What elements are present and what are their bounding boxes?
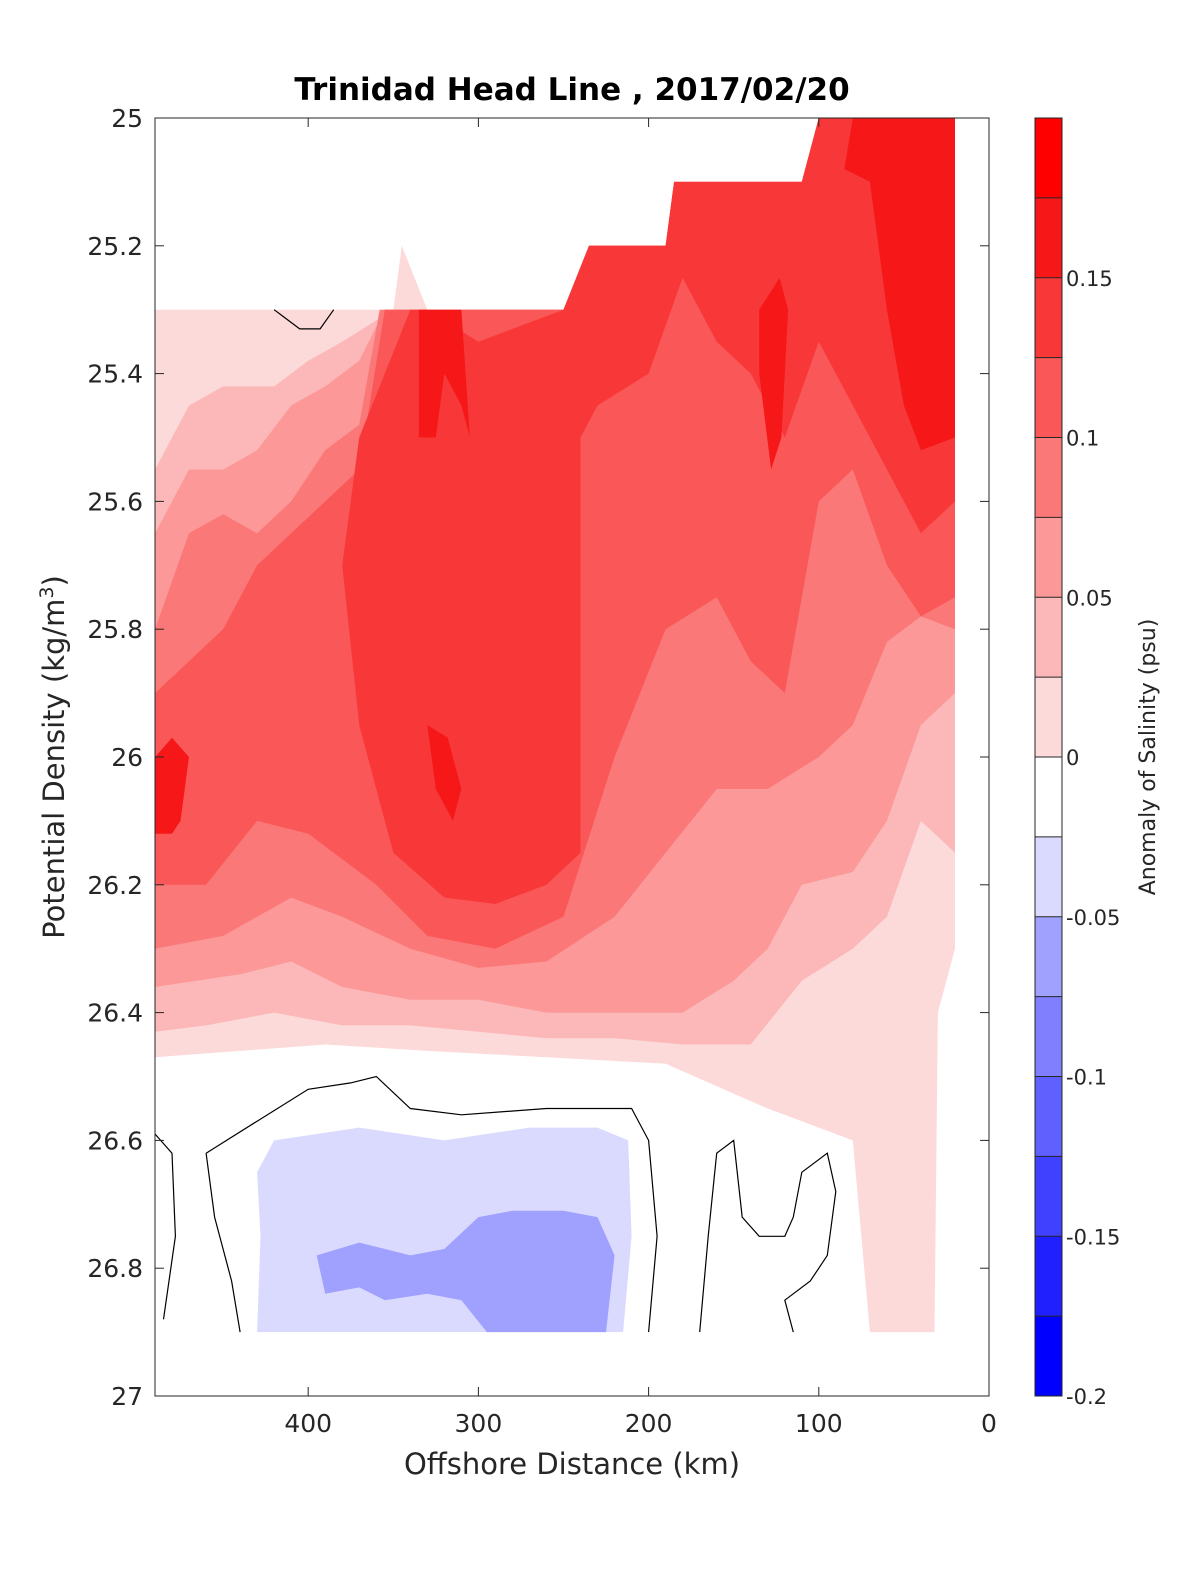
colorbar-label: Anomaly of Salinity (psu) <box>1136 619 1161 896</box>
colorbar-swatch <box>1035 597 1062 678</box>
colorbar-frame <box>1034 117 1063 1397</box>
colorbar-tick-label: 0.1 <box>1066 427 1099 451</box>
zero-contour-0 <box>273 309 335 330</box>
contour-region-5 <box>342 118 955 904</box>
y-tick-label: 25.2 <box>87 232 143 261</box>
plot-area <box>155 118 989 1396</box>
contour-regions <box>155 118 955 1333</box>
x-tick-label: 100 <box>795 1409 843 1438</box>
colorbar-tick-label: -0.1 <box>1066 1066 1107 1090</box>
colorbar-tick-label: -0.05 <box>1066 906 1120 930</box>
y-tick-label: 25.8 <box>87 615 143 644</box>
contour-region-9 <box>427 725 462 821</box>
contour-region-7 <box>844 118 955 451</box>
colorbar-swatch <box>1035 757 1062 837</box>
x-tick-label: 0 <box>981 1409 997 1438</box>
x-axis: 400 300 200 100 0 <box>284 118 997 1438</box>
y-tick-label: 26 <box>111 743 143 772</box>
colorbar-swatch <box>1035 996 1062 1077</box>
y-axis-label-main: Potential Density (kg/m <box>37 599 71 939</box>
contour-region-6 <box>418 309 470 438</box>
colorbar-tick-label: 0.05 <box>1066 586 1113 610</box>
y-tick-label: 26.4 <box>87 999 143 1028</box>
colorbar-swatch <box>1035 677 1062 757</box>
contour-region-8 <box>155 737 189 834</box>
colorbar-swatch <box>1035 1156 1062 1237</box>
chart-title: Trinidad Head Line , 2017/02/20 <box>294 72 849 108</box>
x-tick-label: 200 <box>625 1409 673 1438</box>
colorbar-swatch <box>1035 357 1062 438</box>
colorbar-swatch <box>1035 517 1062 598</box>
zero-contour-4 <box>699 1139 837 1333</box>
colorbar-swatch <box>1035 277 1062 358</box>
colorbar-swatch <box>1035 916 1062 997</box>
x-tick-label: 400 <box>284 1409 332 1438</box>
y-tick-label: 25.4 <box>87 360 143 389</box>
colorbar-swatch <box>1035 1316 1062 1396</box>
contour-region-12 <box>316 1210 615 1333</box>
colorbar-swatch <box>1035 118 1062 198</box>
y-axis: 25 25.2 25.4 25.6 25.8 26 26.2 26.4 26.6 26.8 27 <box>87 104 989 1411</box>
y-axis-label-close: ) <box>37 575 71 586</box>
y-tick-label: 26.6 <box>87 1126 143 1155</box>
colorbar-tick-label: 0 <box>1066 746 1079 770</box>
colorbar-tick-label: -0.2 <box>1066 1385 1107 1409</box>
colorbar-swatches <box>1035 118 1062 1396</box>
x-tick-label: 300 <box>455 1409 503 1438</box>
colorbar-swatch <box>1035 1076 1062 1157</box>
zero-contour-2 <box>205 1153 241 1333</box>
y-axis-label: Potential Density (kg/m3) <box>36 575 71 939</box>
colorbar-swatch <box>1035 197 1062 278</box>
colorbar-swatch <box>1035 437 1062 518</box>
y-tick-label: 26.8 <box>87 1254 143 1283</box>
contour-region-10 <box>759 277 789 470</box>
colorbar-tick-label: 0.15 <box>1066 267 1113 291</box>
y-tick-label: 26.2 <box>87 871 143 900</box>
zero-contour-1 <box>155 1133 177 1320</box>
zero-contour-3 <box>205 1075 658 1333</box>
colorbar-swatch <box>1035 836 1062 917</box>
y-tick-label: 25 <box>111 104 143 133</box>
colorbar-swatch <box>1035 1236 1062 1317</box>
zero-contour-lines <box>155 309 837 1333</box>
x-axis-label: Offshore Distance (km) <box>404 1447 740 1481</box>
y-tick-label: 25.6 <box>87 487 143 516</box>
colorbar-ticks: -0.2 -0.15 -0.1 -0.05 0 0.05 0.1 0.15 <box>1066 267 1120 1409</box>
y-axis-label-superscript: 3 <box>36 586 58 598</box>
y-tick-label: 27 <box>111 1382 143 1411</box>
colorbar-tick-label: -0.15 <box>1066 1225 1120 1249</box>
colorbar: -0.2 -0.15 -0.1 -0.05 0 0.05 0.1 0.15 <box>1034 117 1120 1409</box>
